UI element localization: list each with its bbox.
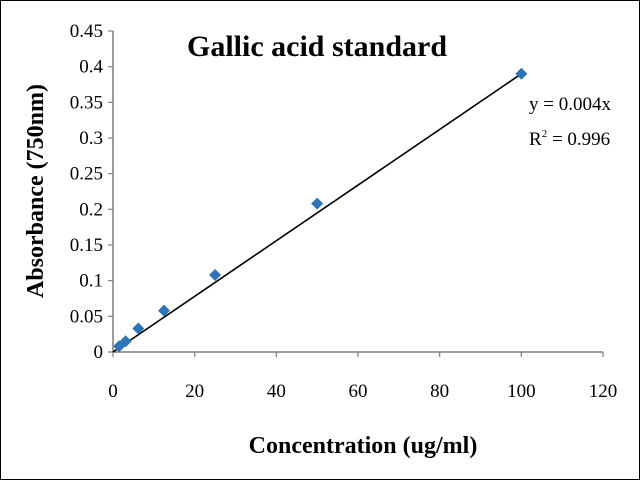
y-axis-title: Absorbance (750nm) (23, 84, 49, 298)
y-tick-label: 0.3 (79, 128, 103, 149)
y-tick-label: 0.05 (70, 306, 103, 327)
x-tick-label: 40 (267, 381, 286, 402)
y-tick-label: 0.15 (70, 235, 103, 256)
chart-title: Gallic acid standard (187, 30, 447, 63)
x-tick-label: 120 (589, 381, 618, 402)
data-point (119, 335, 132, 348)
axes (108, 30, 604, 357)
data-point (209, 268, 222, 281)
r-squared-label: R2 = 0.996 (529, 128, 610, 150)
r-squared-r: R (529, 129, 542, 150)
x-tick-label: 80 (430, 381, 449, 402)
r-squared-exponent: 2 (542, 128, 548, 140)
y-tick-label: 0.2 (79, 199, 103, 220)
data-point (158, 304, 171, 317)
r-squared-value: = 0.996 (547, 129, 610, 150)
x-tick-label: 20 (185, 381, 204, 402)
tick-labels: 0 0.05 0.1 0.15 0.2 0.25 0.3 0.35 0.4 0.45 0 20 40 60… (70, 21, 618, 402)
x-tick-label: 100 (507, 381, 536, 402)
data-point (132, 322, 145, 335)
y-tick-label: 0.45 (70, 21, 103, 42)
y-tick-label: 0.35 (70, 92, 103, 113)
data-point (515, 67, 528, 80)
data-point (311, 197, 324, 210)
data-points (113, 67, 528, 353)
y-tick-label: 0.4 (79, 57, 103, 78)
y-tick-label: 0.25 (70, 164, 103, 185)
trendline-group (112, 73, 522, 353)
x-tick-label: 0 (108, 381, 118, 402)
y-tick-label: 0.1 (79, 271, 103, 292)
x-tick-label: 60 (349, 381, 368, 402)
equation-label: y = 0.004x (529, 94, 611, 115)
x-axis-title: Concentration (ug/ml) (249, 433, 478, 459)
trendline (112, 73, 522, 353)
y-tick-label: 0 (94, 342, 104, 363)
